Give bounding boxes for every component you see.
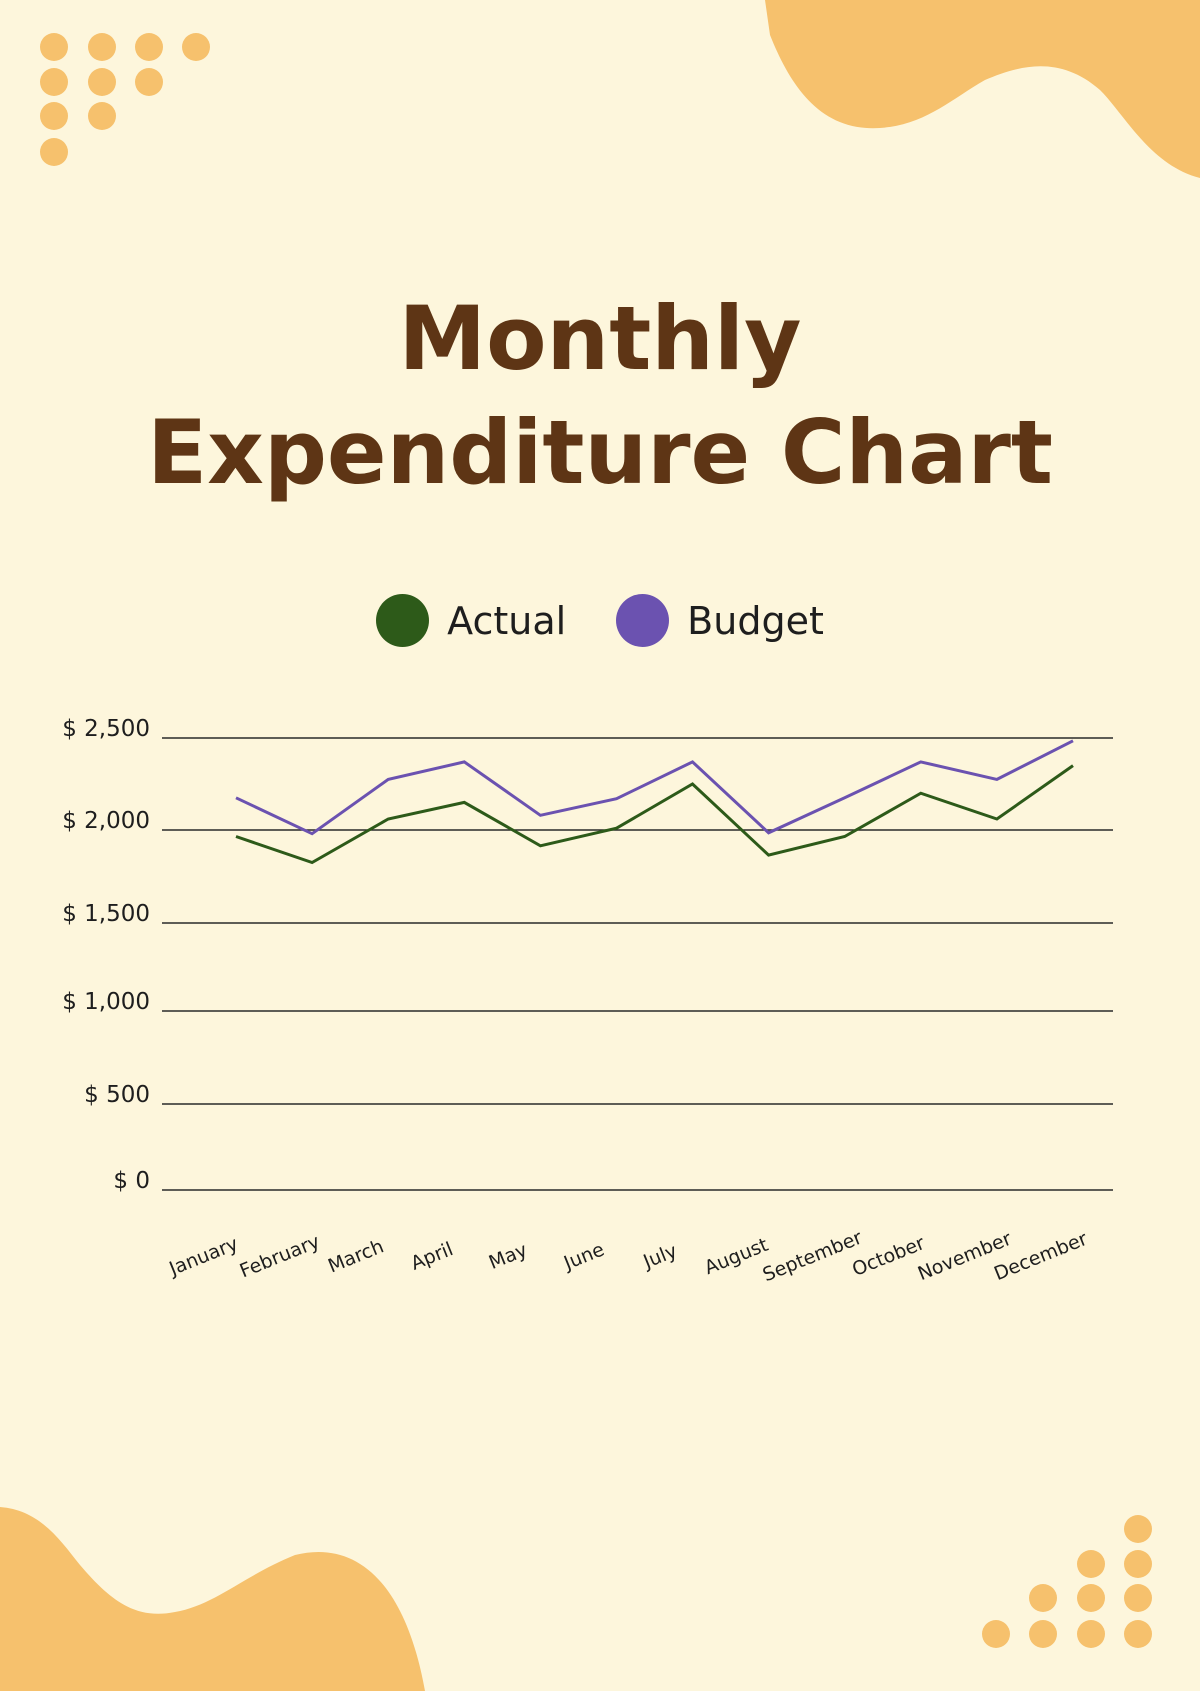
y-tick-label-2500: $ 2,500 <box>62 716 150 742</box>
x-tick-label-april: April <box>408 1238 457 1275</box>
y-tick-label-1000: $ 1,000 <box>62 989 150 1015</box>
top-right-blob-shape <box>765 0 1200 178</box>
x-tick-label-may: May <box>486 1239 531 1274</box>
x-tick-label-august: August <box>701 1234 771 1279</box>
legend-budget-swatch-icon <box>616 594 670 647</box>
title-line-2: Expenditure Chart <box>147 401 1053 504</box>
series-line-actual <box>235 764 1074 865</box>
legend-item-budget: Budget <box>616 594 824 647</box>
x-tick-label-march: March <box>325 1235 387 1277</box>
chart-legend: Actual Budget <box>0 594 1200 647</box>
y-tick-label-500: $ 500 <box>84 1082 150 1108</box>
bottom-right-dot-grid <box>982 1515 1152 1648</box>
legend-actual-swatch-icon <box>376 594 430 647</box>
top-left-dot-grid <box>40 33 210 166</box>
x-tick-label-january: January <box>165 1233 241 1281</box>
x-tick-label-june: June <box>560 1238 608 1274</box>
x-tick-label-september: September <box>760 1226 866 1286</box>
series-line-budget <box>235 739 1074 836</box>
legend-item-actual: Actual <box>376 594 566 647</box>
legend-budget-label: Budget <box>687 598 824 643</box>
page-title: Monthly Expenditure Chart <box>0 282 1200 510</box>
y-tick-label-0: $ 0 <box>113 1168 150 1194</box>
bottom-left-blob-shape <box>0 1507 425 1691</box>
x-tick-label-february: February <box>237 1230 323 1282</box>
legend-actual-label: Actual <box>447 598 567 643</box>
x-tick-label-july: July <box>639 1240 680 1274</box>
title-line-1: Monthly <box>398 287 802 390</box>
y-tick-label-2000: $ 2,000 <box>62 808 150 834</box>
y-tick-label-1500: $ 1,500 <box>62 901 150 927</box>
